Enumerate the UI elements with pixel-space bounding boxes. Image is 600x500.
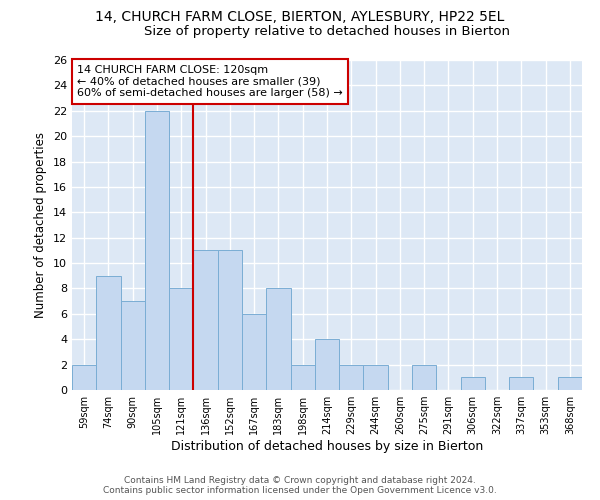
- Bar: [121, 301, 145, 390]
- Bar: [339, 364, 364, 390]
- Text: 14, CHURCH FARM CLOSE, BIERTON, AYLESBURY, HP22 5EL: 14, CHURCH FARM CLOSE, BIERTON, AYLESBUR…: [95, 10, 505, 24]
- Bar: [218, 250, 242, 390]
- Bar: [145, 111, 169, 390]
- Text: Contains HM Land Registry data © Crown copyright and database right 2024.
Contai: Contains HM Land Registry data © Crown c…: [103, 476, 497, 495]
- Bar: [290, 364, 315, 390]
- Bar: [364, 364, 388, 390]
- Text: 14 CHURCH FARM CLOSE: 120sqm
← 40% of detached houses are smaller (39)
60% of se: 14 CHURCH FARM CLOSE: 120sqm ← 40% of de…: [77, 65, 343, 98]
- Title: Size of property relative to detached houses in Bierton: Size of property relative to detached ho…: [144, 25, 510, 38]
- Bar: [461, 378, 485, 390]
- Y-axis label: Number of detached properties: Number of detached properties: [34, 132, 47, 318]
- Bar: [412, 364, 436, 390]
- Bar: [558, 378, 582, 390]
- Bar: [266, 288, 290, 390]
- Bar: [242, 314, 266, 390]
- X-axis label: Distribution of detached houses by size in Bierton: Distribution of detached houses by size …: [171, 440, 483, 453]
- Bar: [509, 378, 533, 390]
- Bar: [315, 339, 339, 390]
- Bar: [193, 250, 218, 390]
- Bar: [169, 288, 193, 390]
- Bar: [96, 276, 121, 390]
- Bar: [72, 364, 96, 390]
